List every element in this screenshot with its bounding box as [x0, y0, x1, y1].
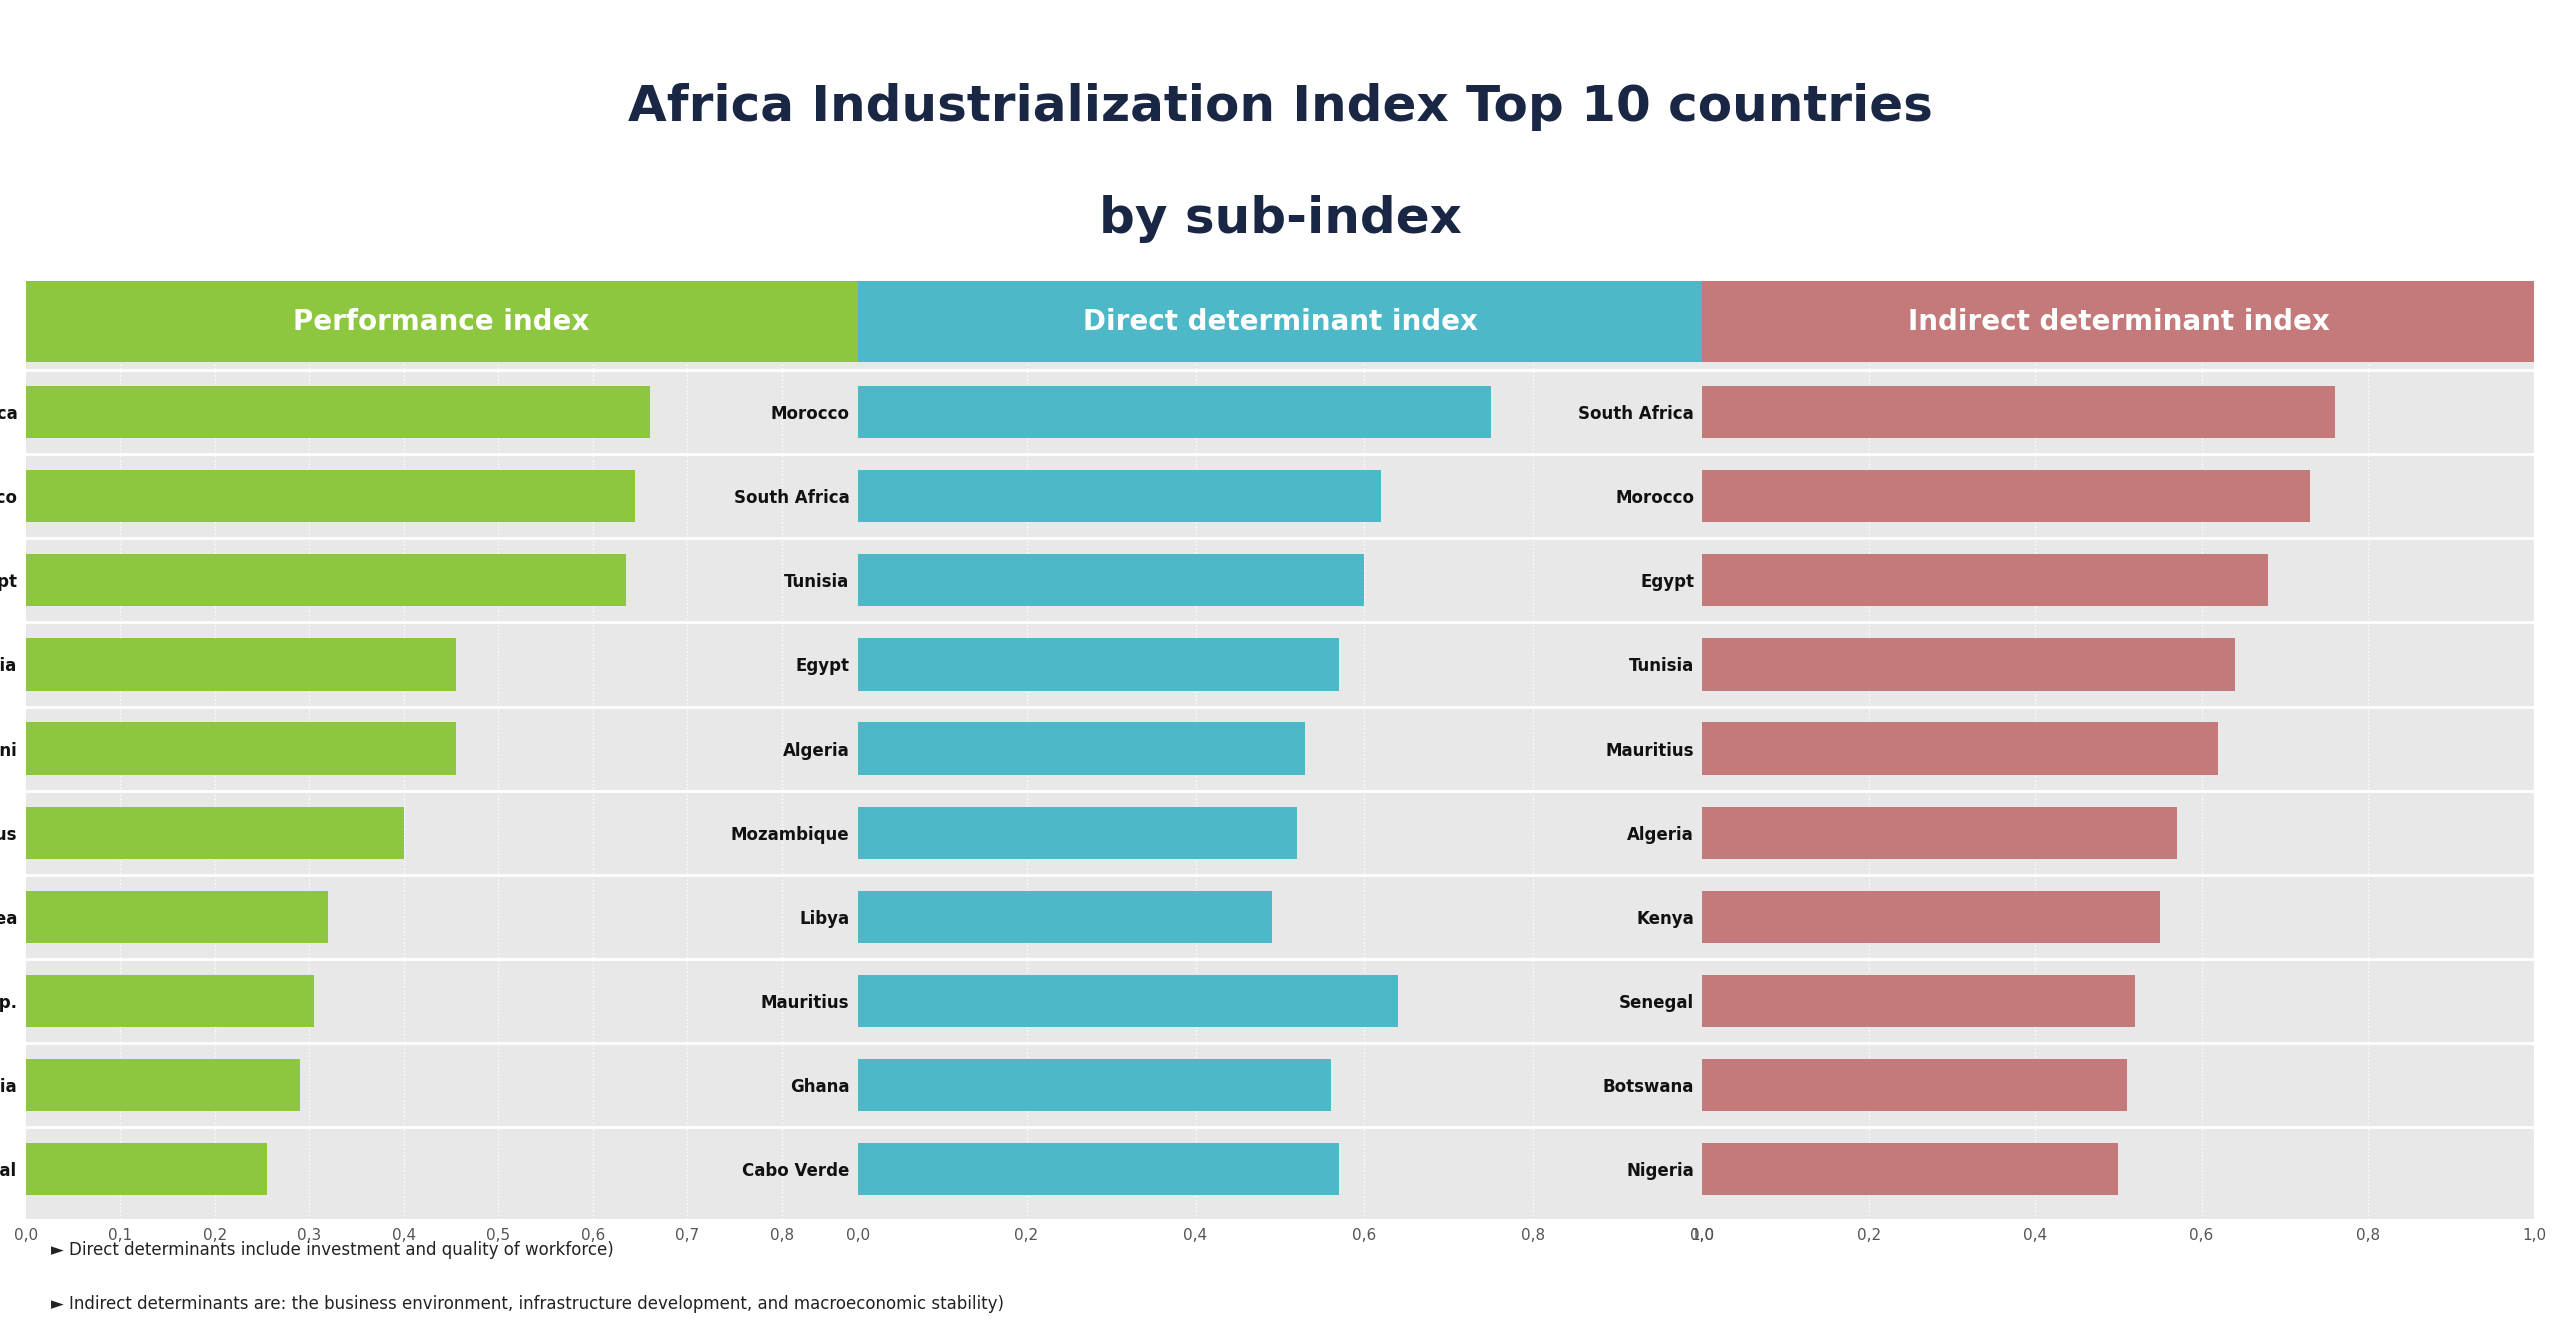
Bar: [26, 1143, 266, 1195]
Bar: [26, 470, 635, 523]
Bar: [26, 722, 456, 775]
Bar: [858, 722, 1306, 775]
Bar: [1702, 638, 2235, 690]
Text: ► Direct determinants include investment and quality of workforce): ► Direct determinants include investment…: [51, 1241, 614, 1258]
Bar: [858, 807, 1298, 859]
Text: Africa Industrialization Index Top 10 countries: Africa Industrialization Index Top 10 co…: [627, 83, 1933, 131]
Bar: [1702, 974, 2135, 1026]
Text: Performance index: Performance index: [294, 308, 589, 335]
Bar: [858, 638, 1339, 690]
Bar: [858, 891, 1272, 943]
Bar: [1702, 722, 2220, 775]
Bar: [1702, 1143, 2120, 1195]
Text: Indirect determinant index: Indirect determinant index: [1907, 308, 2330, 335]
Bar: [26, 807, 404, 859]
Bar: [1702, 891, 2161, 943]
Bar: [858, 386, 1490, 438]
Bar: [858, 1059, 1331, 1111]
Bar: [858, 1143, 1339, 1195]
Bar: [26, 638, 456, 690]
Bar: [26, 386, 650, 438]
FancyBboxPatch shape: [858, 281, 1702, 362]
Text: by sub-index: by sub-index: [1098, 196, 1462, 244]
Bar: [1702, 1059, 2127, 1111]
Bar: [858, 470, 1382, 523]
Bar: [26, 891, 328, 943]
FancyBboxPatch shape: [1702, 281, 2534, 362]
Bar: [1702, 555, 2268, 607]
Bar: [1702, 470, 2309, 523]
Bar: [858, 974, 1398, 1026]
Bar: [1702, 807, 2176, 859]
FancyBboxPatch shape: [26, 281, 858, 362]
Text: Direct determinant index: Direct determinant index: [1083, 308, 1477, 335]
Bar: [26, 555, 627, 607]
Bar: [1702, 386, 2335, 438]
Bar: [858, 555, 1364, 607]
Bar: [26, 974, 315, 1026]
Text: ► Indirect determinants are: the business environment, infrastructure developmen: ► Indirect determinants are: the busines…: [51, 1294, 1004, 1313]
Bar: [26, 1059, 300, 1111]
